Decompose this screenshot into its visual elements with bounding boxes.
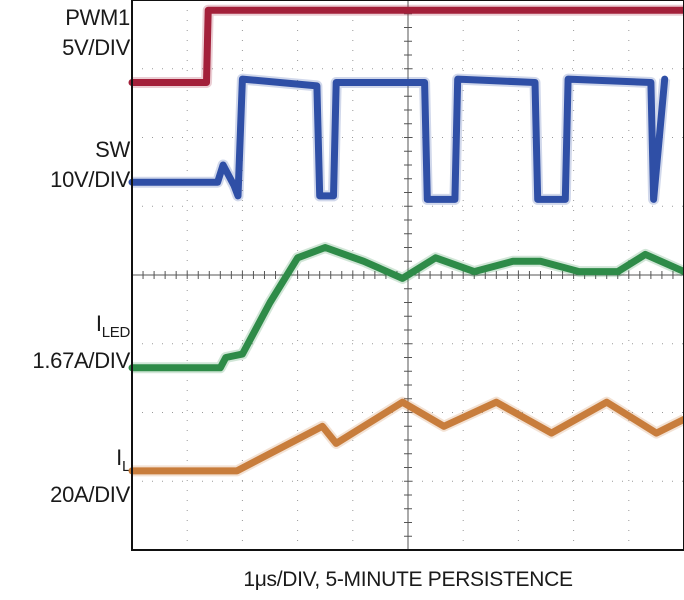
iled-scale: 1.67A/DIV [32,348,130,373]
sw-label: SW 10V/DIV [4,138,130,192]
pwm1-scale: 5V/DIV [62,35,130,60]
traces [128,4,684,477]
sw-scale: 10V/DIV [50,167,130,192]
sw-name: SW [95,137,130,162]
il-scale: 20A/DIV [50,482,130,507]
trace-pwm1 [128,6,684,86]
plot-frame [131,0,684,551]
iled-label: ILED 1.67A/DIV [4,312,130,373]
trace-iled [128,244,684,372]
x-axis-caption: 1μs/DIV, 5-MINUTE PERSISTENCE [243,568,573,591]
pwm1-label: PWM1 5V/DIV [4,6,130,60]
iled-name-main: I [95,311,102,336]
trace-sw [128,75,669,203]
pwm1-name: PWM1 [65,5,130,30]
il-label: IL 20A/DIV [4,446,130,507]
il-name: IL [4,445,130,476]
il-name-main: I [116,445,122,470]
il-name-subscript: L [121,458,130,475]
iled-name: ILED [4,311,131,342]
trace-il [128,398,684,475]
iled-name-subscript: LED [101,324,131,341]
